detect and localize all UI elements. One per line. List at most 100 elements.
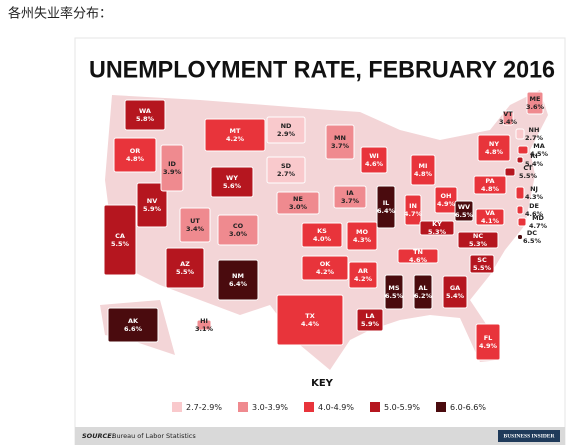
- state-rate: 3.4%: [186, 225, 205, 233]
- state-abbr: KS: [317, 227, 327, 235]
- state-rate: 4.2%: [316, 268, 335, 276]
- state-tile: [404, 194, 422, 226]
- state-rate: 4.8%: [414, 170, 433, 178]
- state-abbr: SD: [281, 162, 292, 170]
- state-tile: [517, 217, 527, 227]
- state-tile: [517, 234, 523, 240]
- state-tile: [526, 91, 544, 115]
- state-abbr: CA: [115, 232, 125, 240]
- state-tile: [473, 175, 507, 195]
- state-rate: 4.7%: [529, 222, 548, 230]
- state-tile: [276, 191, 320, 215]
- state-tile: [442, 275, 468, 309]
- state-rate: 5.8%: [136, 115, 155, 123]
- state-tile: [410, 154, 436, 186]
- state-tile: [103, 204, 137, 276]
- state-abbr: RI: [530, 152, 537, 160]
- state-tile: [475, 323, 501, 361]
- state-abbr: HI: [200, 317, 208, 325]
- state-rate: 4.9%: [437, 200, 456, 208]
- state-rate: 4.4%: [301, 320, 320, 328]
- state-tile: [515, 186, 525, 200]
- state-rate: 4.8%: [481, 185, 500, 193]
- state-rate: 4.7%: [404, 210, 423, 218]
- state-abbr: OH: [441, 192, 452, 200]
- key: 2.7-2.9% 3.0-3.9% 4.0-4.9% 5.0-5.9% 6.0-6.6%: [172, 402, 486, 412]
- state-rate: 5.3%: [469, 240, 488, 248]
- state-rate: 5.4%: [525, 160, 544, 168]
- state-rate: 5.5%: [111, 240, 130, 248]
- state-rate: 5.5%: [473, 264, 492, 272]
- state-abbr: DE: [529, 202, 539, 210]
- state-abbr: MO: [356, 228, 368, 236]
- state-tile: [397, 248, 439, 264]
- state-rate: 6.2%: [414, 292, 433, 300]
- state-abbr: UT: [190, 217, 200, 225]
- state-rate: 3.7%: [341, 197, 360, 205]
- key-label: 3.0-3.9%: [252, 403, 288, 412]
- state-rate: 4.8%: [485, 148, 504, 156]
- state-abbr: IN: [409, 202, 417, 210]
- state-rate: 2.7%: [277, 170, 296, 178]
- state-rate: 4.5%: [530, 150, 549, 158]
- state-rate: 3.7%: [331, 142, 350, 150]
- state-tile: [196, 319, 212, 331]
- state-tile: [301, 255, 349, 281]
- state-abbr: IL: [383, 199, 390, 207]
- state-tile: [276, 294, 344, 346]
- key-label: 2.7-2.9%: [186, 403, 222, 412]
- state-tile: [266, 116, 306, 144]
- state-tile: [517, 145, 529, 155]
- state-abbr: WA: [139, 107, 151, 115]
- state-rate: 6.5%: [523, 237, 542, 245]
- state-abbr: CO: [233, 222, 244, 230]
- state-tile: [124, 99, 166, 131]
- state-abbr: LA: [365, 312, 374, 320]
- state-abbr: MA: [533, 142, 545, 150]
- state-tile: [165, 247, 205, 289]
- state-rate: 5.6%: [223, 182, 242, 190]
- state-tile: [516, 205, 524, 215]
- state-tile: [356, 308, 384, 332]
- state-tile: [217, 214, 259, 246]
- state-tile: [376, 185, 396, 229]
- state-abbr: FL: [484, 334, 493, 342]
- state-rate: 4.6%: [365, 160, 384, 168]
- state-tile: [348, 261, 378, 289]
- state-abbr: ND: [281, 122, 292, 130]
- state-rate: 4.2%: [226, 135, 245, 143]
- state-rate: 5.9%: [361, 320, 380, 328]
- state-tiles: WA5.8%OR4.8%CA5.5%NV5.9%ID3.9%MT4.2%WY5.…: [103, 91, 549, 361]
- state-tile: [384, 274, 404, 310]
- state-rate: 3.0%: [289, 203, 308, 211]
- state-rate: 3.4%: [499, 118, 518, 126]
- key-swatch: [436, 402, 446, 412]
- state-abbr: NM: [232, 272, 244, 280]
- state-rate: 5.4%: [446, 292, 465, 300]
- state-rate: 3.9%: [163, 168, 182, 176]
- state-abbr: PA: [485, 177, 494, 185]
- state-abbr: TN: [413, 248, 423, 256]
- state-rate: 6.5%: [455, 211, 474, 219]
- state-rate: 4.3%: [525, 193, 544, 201]
- state-abbr: CT: [523, 164, 533, 172]
- state-tile: [301, 222, 343, 248]
- state-abbr: MD: [532, 214, 544, 222]
- state-tile: [477, 134, 511, 162]
- state-rate: 4.6%: [525, 210, 544, 218]
- state-rate: 6.5%: [385, 292, 404, 300]
- state-tile: [160, 144, 184, 192]
- state-rate: 4.2%: [354, 275, 373, 283]
- state-abbr: WI: [369, 152, 379, 160]
- state-rate: 3.6%: [526, 103, 545, 111]
- key-swatch: [370, 402, 380, 412]
- key-label: 5.0-5.9%: [384, 403, 420, 412]
- state-tile: [419, 220, 455, 236]
- state-tile: [360, 146, 388, 174]
- title: UNEMPLOYMENT RATE, FEBRUARY 2016: [89, 56, 555, 83]
- state-rate: 4.0%: [313, 235, 332, 243]
- state-rate: 5.5%: [176, 268, 195, 276]
- state-tile: [515, 128, 525, 140]
